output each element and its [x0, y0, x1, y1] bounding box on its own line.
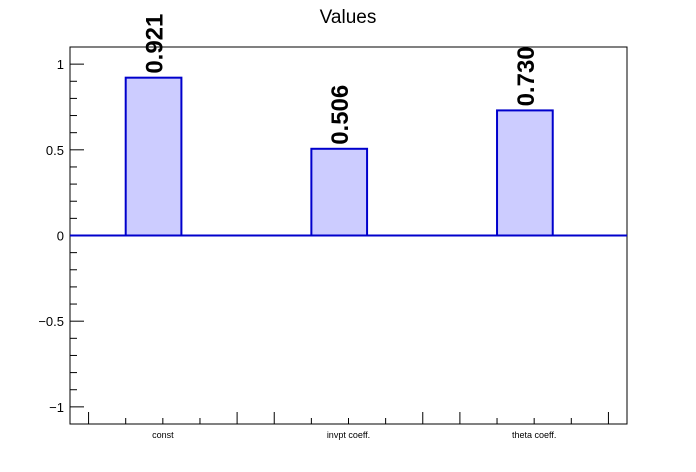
bar-value-label: 0.921 [142, 14, 169, 74]
bar-value-label: 0.730 [513, 46, 540, 106]
bars [124, 76, 554, 237]
x-tick-label: invpt coeff. [327, 430, 370, 440]
y-axis: −1 −0.5 0 0.5 1 [38, 46, 84, 425]
x-tick-labels: const invpt coeff. theta coeff. [152, 430, 556, 440]
y-tick-label: 1 [57, 57, 64, 72]
y-tick-label: 0 [57, 229, 64, 244]
y-tick-label: −1 [49, 400, 64, 415]
x-axis [88, 412, 609, 424]
value-labels: 0.921 0.506 0.730 [142, 14, 540, 145]
bar-value-label: 0.506 [327, 85, 354, 145]
y-tick-label: 0.5 [46, 143, 64, 158]
chart-title: Values [320, 7, 377, 28]
bar [496, 109, 554, 237]
x-tick-label: const [152, 430, 174, 440]
bar [310, 147, 369, 237]
x-tick-label: theta coeff. [512, 430, 556, 440]
y-tick-label: −0.5 [38, 314, 64, 329]
bar [124, 76, 183, 237]
